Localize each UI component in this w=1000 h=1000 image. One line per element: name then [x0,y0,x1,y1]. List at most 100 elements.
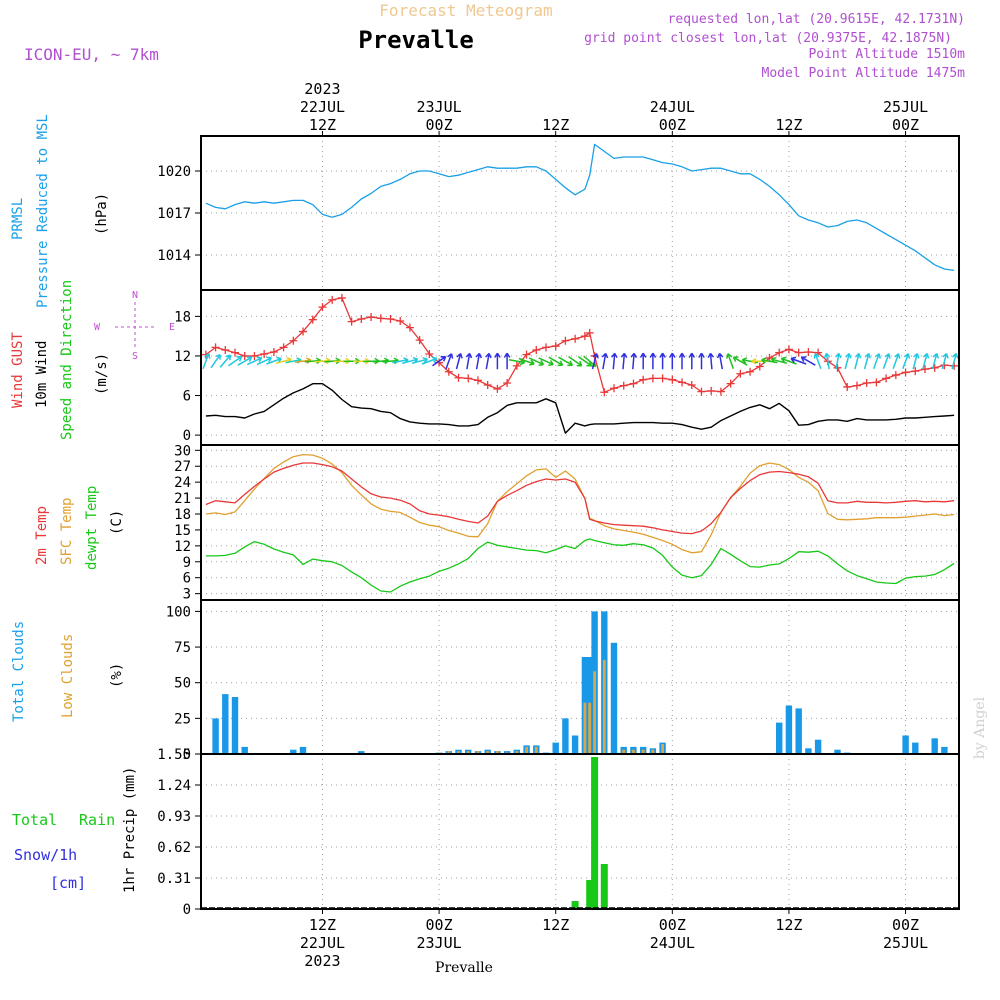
wind-arrow [882,353,891,370]
wind-ytick-label: 0 [183,428,191,444]
clouds-legend-total: Total Clouds [11,621,27,722]
wind-arrow [246,356,263,366]
total-cloud-bar [552,742,559,754]
top-time-label: 2023 [304,80,340,98]
wind-arrow [951,352,959,370]
precip-legend: Total Rain Snow/1h [cm] 1hr Precip (mm) [12,767,138,893]
wind-arrow [210,354,221,369]
bottom-time-label: 12Z [775,916,802,934]
low-cloud-bar [496,751,499,754]
gust-marker [367,313,376,322]
clouds-ytick-label: 75 [174,640,191,656]
low-cloud-bar [632,749,635,754]
wind-arrow [854,352,862,370]
gust-marker [386,315,395,324]
gust-marker [551,342,560,351]
total-cloud-bar [562,718,569,754]
gust-marker [415,336,424,345]
bottom-time-label: 00Z [659,916,686,934]
gust-marker [405,323,414,332]
footer-location: Prevalle [435,960,493,976]
gust-marker [784,345,793,354]
pressure-line [205,143,955,272]
total-cloud-bar [776,722,783,754]
compass-s: S [132,351,138,362]
wind-arrow [707,352,715,370]
wind-arrow [455,352,463,370]
pressure-legend: PRMSL Pressure Reduced to MSL (hPa) [10,114,110,308]
low-cloud-bar [476,751,480,754]
point-altitude: Point Altitude 1510m [808,47,965,62]
wind-arrow [503,352,511,370]
clouds-legend: Total Clouds Low Clouds (%) [11,621,125,722]
low-cloud-bar [622,749,626,754]
gust-marker [901,368,910,377]
total-cloud-bar [222,694,229,754]
wind-arrow [538,357,554,367]
clouds-panel: 0 25 50 75 100 [166,600,959,763]
gust-line [205,297,955,393]
gust-marker [493,384,502,393]
wind-legend-10m: 10m Wind [34,341,50,408]
gust-marker [707,386,716,395]
wind-units: (m/s) [94,353,110,395]
gust-marker [639,375,648,384]
wind-arrow [678,352,686,370]
wind-speed-line [205,383,955,434]
pressure-ytick-label: 1017 [157,206,191,222]
low-cloud-bar [641,749,645,754]
gust-marker [269,348,278,356]
wind-arrow [601,352,609,370]
gust-marker [289,336,298,345]
bottom-time-label: 24JUL [650,934,695,952]
wind-arrow [688,352,696,370]
precip-legend-snow: Snow/1h [14,846,77,864]
bottom-time-label: 2023 [304,952,340,970]
total-cloud-bar [805,748,812,754]
total-cloud-bar [941,746,948,754]
gust-marker [668,375,677,384]
low-cloud-bar [447,751,451,754]
wind-arrow [902,353,911,370]
total-cloud-bar [834,749,841,754]
wind-arrow [863,352,871,370]
watermark: by Angel [972,696,988,759]
gust-marker [585,328,594,337]
temp-legend-sfc: SFC Temp [59,498,75,565]
precipitation-ytick-label: 1.24 [157,778,191,794]
low-cloud-bar [583,702,587,754]
top-time-label: 12Z [542,116,569,134]
top-time-label: 12Z [309,116,336,134]
low-cloud-bar [661,744,664,754]
gust-marker [619,381,628,390]
wind-arrow [611,352,618,370]
pressure-legend-msl: Pressure Reduced to MSL [35,114,51,308]
wind-arrow [751,357,768,365]
gust-marker [483,380,492,389]
dewpoint-line [205,538,955,593]
wind-arrow [659,352,666,370]
clouds-ytick-label: 25 [174,711,191,727]
gust-marker [610,384,619,393]
wind-ytick-label: 12 [174,349,191,365]
bottom-time-label: 00Z [426,916,453,934]
gust-marker [444,367,453,376]
top-time-label: 24JUL [650,98,695,116]
gust-marker [852,381,861,390]
wind-arrow [548,356,564,367]
gust-marker [347,317,356,326]
temperature-ytick-label: 6 [183,571,191,587]
gust-marker [736,369,745,378]
low-cloud-bar [486,751,490,754]
wind-panel: 0 6 12 18 [174,290,959,445]
gust-marker [250,351,259,360]
gust-marker [473,376,482,385]
wind-arrow [639,352,647,370]
gust-marker [804,348,813,356]
wind-arrow [228,355,243,367]
wind-legend-gust: Wind GUST [10,332,26,408]
